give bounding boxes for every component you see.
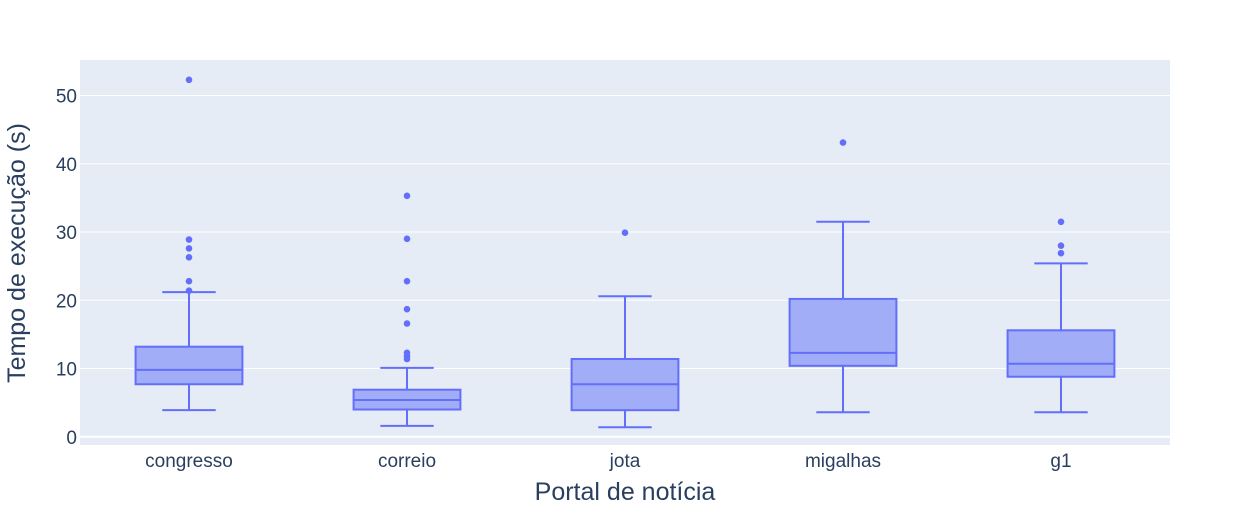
- outlier-point: [621, 229, 629, 237]
- y-tick-label: 50: [56, 86, 77, 107]
- outlier-point: [403, 349, 411, 357]
- outlier-point: [839, 139, 847, 146]
- interquartile-box: [134, 345, 244, 386]
- outlier-point: [1057, 218, 1065, 226]
- outlier-point: [403, 235, 411, 243]
- interquartile-box: [788, 297, 898, 367]
- y-axis-title: Tempo de execução (s): [3, 123, 31, 383]
- box-correio: [352, 192, 462, 427]
- interquartile-box: [1006, 329, 1116, 378]
- outlier-point: [403, 320, 411, 327]
- outlier-point: [1057, 249, 1065, 257]
- outlier-point: [185, 76, 193, 84]
- box-series: [134, 76, 1116, 429]
- outlier-point: [185, 245, 193, 252]
- x-axis-title: Portal de notícia: [535, 478, 716, 506]
- y-tick-label: 30: [56, 223, 77, 244]
- box-jota: [570, 229, 680, 429]
- y-axis-ticks: 0 10 20 30 40 50: [56, 86, 77, 448]
- x-tick-label: congresso: [145, 451, 233, 472]
- outlier-point: [403, 277, 411, 285]
- x-axis-ticks: congresso correio jota migalhas g1: [145, 451, 1071, 472]
- outlier-point: [185, 253, 193, 261]
- outlier-point: [185, 277, 193, 285]
- y-tick-label: 40: [56, 155, 77, 176]
- y-tick-label: 20: [56, 291, 77, 312]
- outlier-point: [185, 236, 193, 243]
- outlier-point: [185, 287, 193, 295]
- y-tick-label: 10: [56, 360, 77, 381]
- outlier-point: [403, 192, 411, 200]
- x-tick-label: g1: [1050, 451, 1071, 472]
- box-congresso: [134, 76, 244, 412]
- box-migalhas: [788, 139, 898, 414]
- box-g1: [1006, 218, 1116, 414]
- x-tick-label: jota: [609, 451, 641, 472]
- x-tick-label: migalhas: [805, 451, 881, 472]
- outlier-point: [403, 305, 411, 313]
- x-tick-label: correio: [378, 451, 436, 472]
- y-tick-label: 0: [66, 428, 77, 449]
- outlier-point: [1057, 242, 1065, 249]
